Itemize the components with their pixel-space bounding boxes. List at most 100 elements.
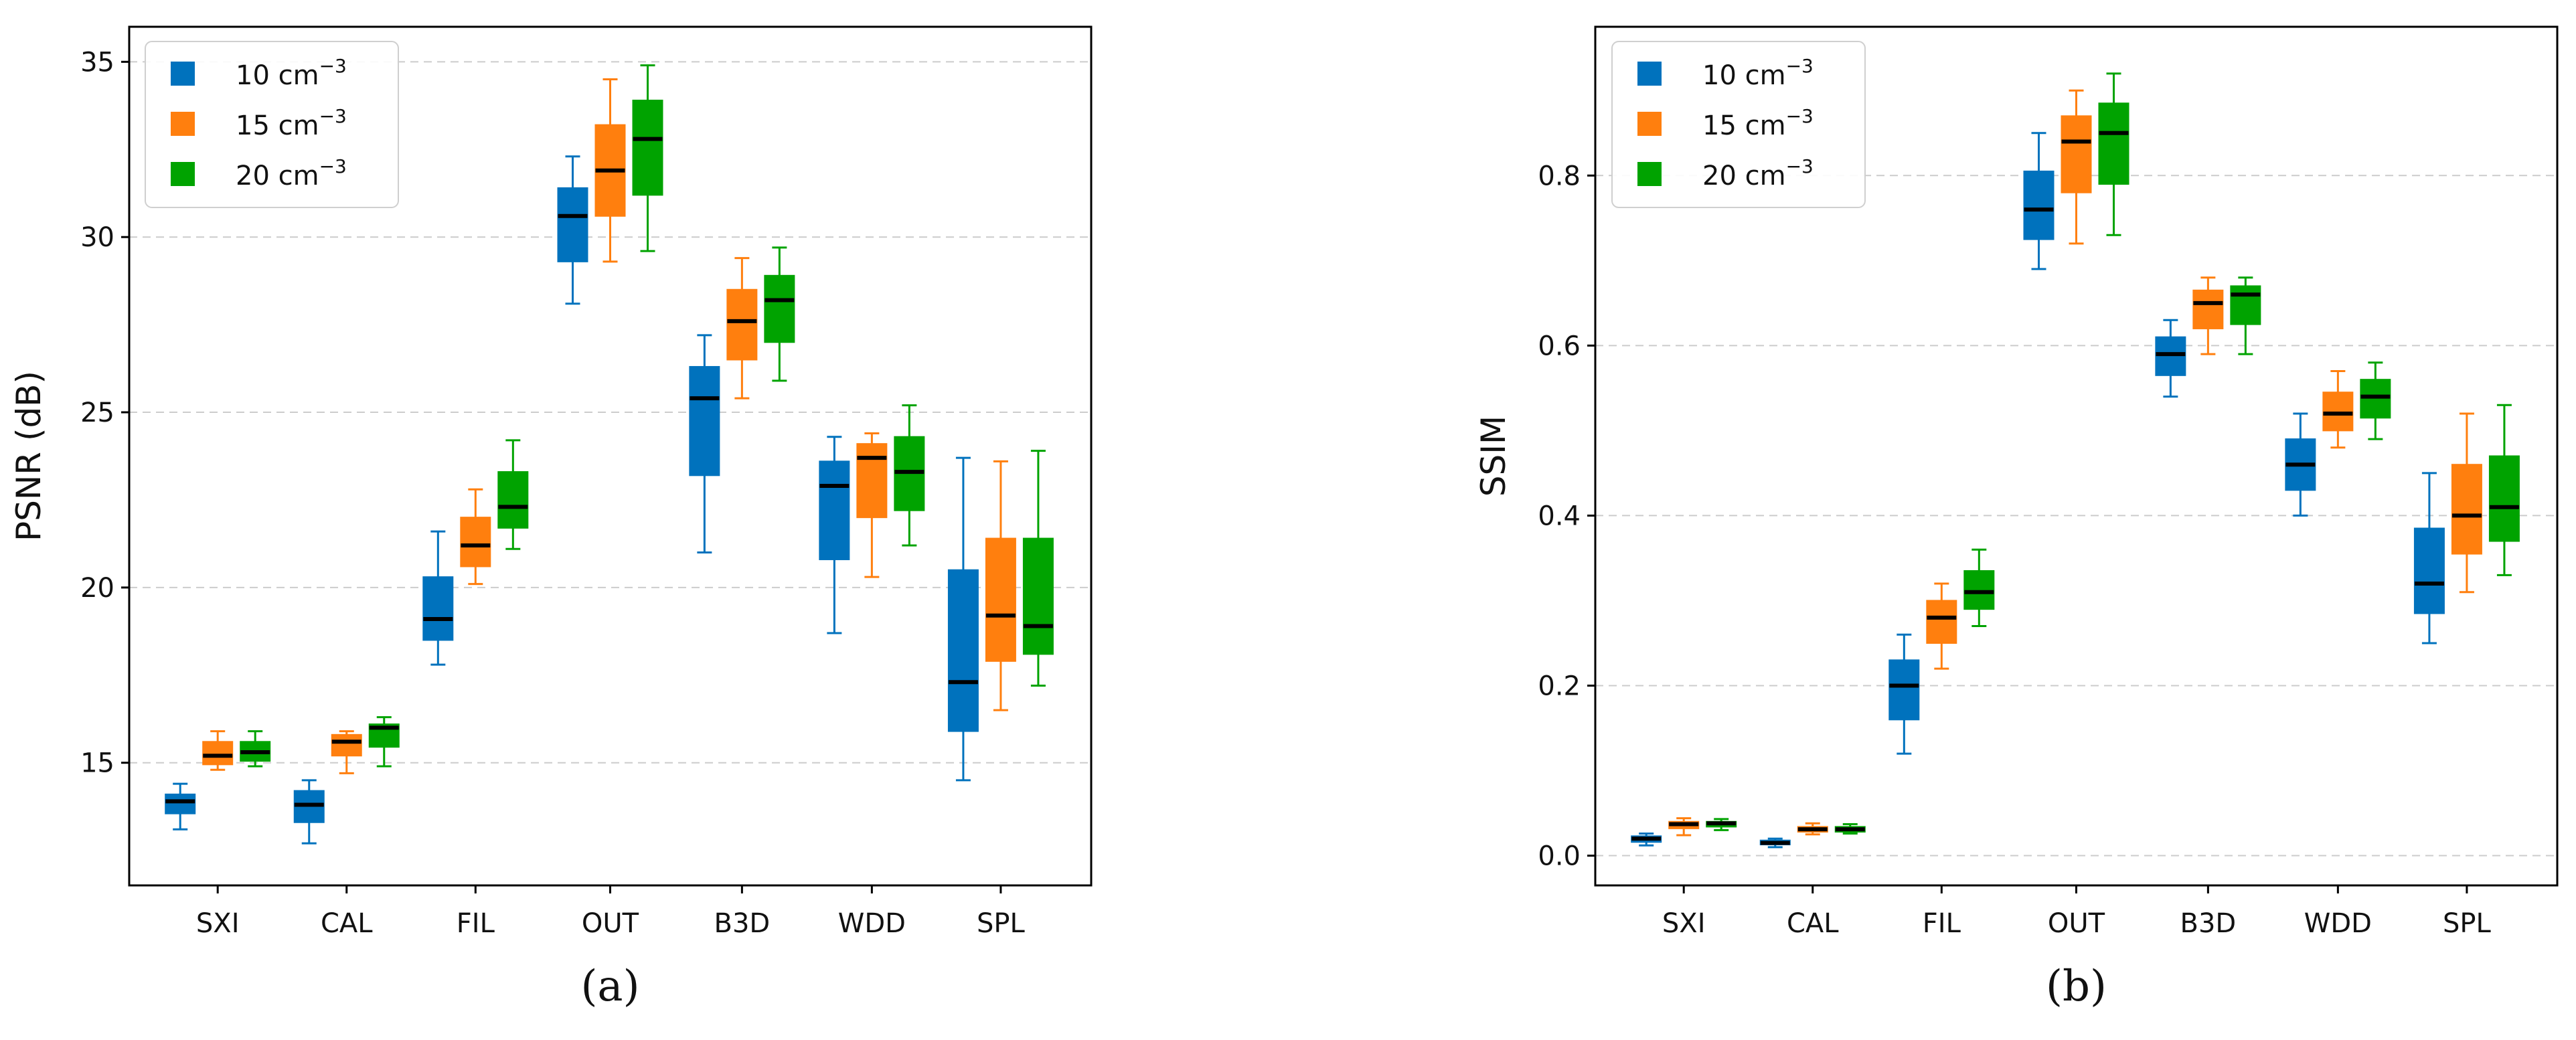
box-out-10 <box>557 155 588 305</box>
chart-panel-b: 0.0 0.2 0.4 0.6 0.8 SXI CAL FIL OUT B3D WDD SPL SSIM… <box>1474 25 2559 1011</box>
x-tick-label: WDD <box>2304 908 2372 939</box>
y-tick-label: 15 <box>80 748 114 779</box>
box-cal-20 <box>368 716 400 768</box>
legend: 10 cm−3 15 cm−3 20 cm−3 <box>145 41 399 208</box>
box-spl-10 <box>2413 472 2445 644</box>
x-tick-label: OUT <box>2048 908 2105 939</box>
box-b3d-15 <box>2192 276 2224 355</box>
box-sxi-15 <box>1668 817 1700 837</box>
y-tick-label: 0.8 <box>1538 161 1581 191</box>
y-tick-label: 30 <box>80 222 114 253</box>
box-body <box>2451 464 2482 555</box>
box-cal-10 <box>293 779 325 845</box>
box-body <box>422 576 454 641</box>
x-tick-label: SXI <box>196 908 240 939</box>
legend-label: 15 cm−3 <box>236 105 347 141</box>
legend-swatch <box>171 112 195 136</box>
x-tick-label: CAL <box>321 908 373 939</box>
box-body <box>2098 102 2129 185</box>
box-body <box>2488 455 2520 542</box>
y-tick-label: 0.2 <box>1538 671 1581 701</box>
box-fil-20 <box>497 439 529 550</box>
box-sxi-20 <box>240 730 271 768</box>
x-tick-label: WDD <box>838 908 906 939</box>
box-body <box>985 537 1016 662</box>
box-sxi-15 <box>202 730 234 771</box>
legend-label: 20 cm−3 <box>236 155 347 191</box>
box-body <box>557 187 588 262</box>
box-spl-20 <box>1022 450 1054 687</box>
y-axis-title: PSNR (dB) <box>9 371 48 541</box>
y-tick-label: 0.4 <box>1538 501 1581 531</box>
box-b3d-15 <box>726 257 758 400</box>
x-tick-label: FIL <box>457 908 495 939</box>
box-out-20 <box>632 64 663 252</box>
chart-panel-a: 15 20 25 30 35 SXI CAL FIL OUT B3D WDD SPL PSNR (dB)… <box>9 25 1093 1011</box>
panel-label: (b) <box>2046 962 2107 1011</box>
box-spl-10 <box>947 456 979 782</box>
box-out-10 <box>2023 132 2055 270</box>
y-axis-title: SSIM <box>1474 416 1513 497</box>
legend-label: 15 cm−3 <box>1702 105 1814 141</box>
box-fil-10 <box>1888 633 1920 755</box>
box-wdd-20 <box>2360 361 2391 440</box>
box-body <box>2360 379 2391 419</box>
box-out-20 <box>2098 72 2129 236</box>
box-body <box>689 365 720 476</box>
box-cal-20 <box>1834 823 1866 835</box>
box-body <box>819 460 850 560</box>
box-body <box>726 288 758 361</box>
box-body <box>2413 527 2445 614</box>
legend-swatch <box>1637 112 1662 136</box>
legend-swatch <box>171 162 195 186</box>
box-spl-15 <box>2451 412 2482 594</box>
legend-frame <box>1611 41 1866 208</box>
legend-label: 10 cm−3 <box>1702 55 1814 91</box>
box-body <box>632 99 663 196</box>
x-tick-label: SPL <box>2443 908 2492 939</box>
legend-label: 20 cm−3 <box>1702 155 1814 191</box>
box-body <box>2230 285 2261 325</box>
box-out-15 <box>2061 89 2092 245</box>
x-tick-label: FIL <box>1923 908 1961 939</box>
box-cal-10 <box>1759 837 1791 849</box>
box-out-15 <box>594 78 626 263</box>
box-body <box>202 741 234 766</box>
x-tick-label: CAL <box>1787 908 1839 939</box>
box-body <box>1963 570 1995 610</box>
legend-swatch <box>171 62 195 86</box>
box-body <box>2322 392 2354 432</box>
box-b3d-20 <box>2230 276 2261 355</box>
box-fil-20 <box>1963 548 1995 628</box>
box-fil-15 <box>1926 582 1957 670</box>
box-body <box>1888 659 1920 721</box>
y-tick-label: 0.6 <box>1538 331 1581 361</box>
box-body <box>856 443 888 519</box>
box-body <box>2192 289 2224 329</box>
box-b3d-20 <box>764 246 795 382</box>
legend-swatch <box>1637 162 1662 186</box>
box-sxi-10 <box>1631 833 1662 847</box>
box-fil-15 <box>460 488 491 586</box>
legend-frame <box>145 41 399 208</box>
box-cal-15 <box>331 730 362 774</box>
box-sxi-10 <box>165 782 196 831</box>
box-wdd-15 <box>856 432 888 578</box>
box-body <box>947 569 979 732</box>
box-spl-15 <box>985 460 1016 711</box>
y-tick-label: 25 <box>80 398 114 428</box>
x-tick-label: SXI <box>1662 908 1706 939</box>
x-tick-label: SPL <box>977 908 1026 939</box>
box-body <box>2023 170 2055 240</box>
legend-swatch <box>1637 62 1662 86</box>
box-sxi-20 <box>1706 818 1737 831</box>
box-body <box>2061 115 2092 193</box>
box-wdd-10 <box>819 436 850 634</box>
box-body <box>2155 336 2186 376</box>
y-tick-label: 35 <box>80 47 114 78</box>
y-tick-label: 0.0 <box>1538 841 1581 872</box>
x-tick-label: B3D <box>714 908 771 939</box>
box-spl-20 <box>2488 404 2520 576</box>
box-body <box>331 733 362 757</box>
